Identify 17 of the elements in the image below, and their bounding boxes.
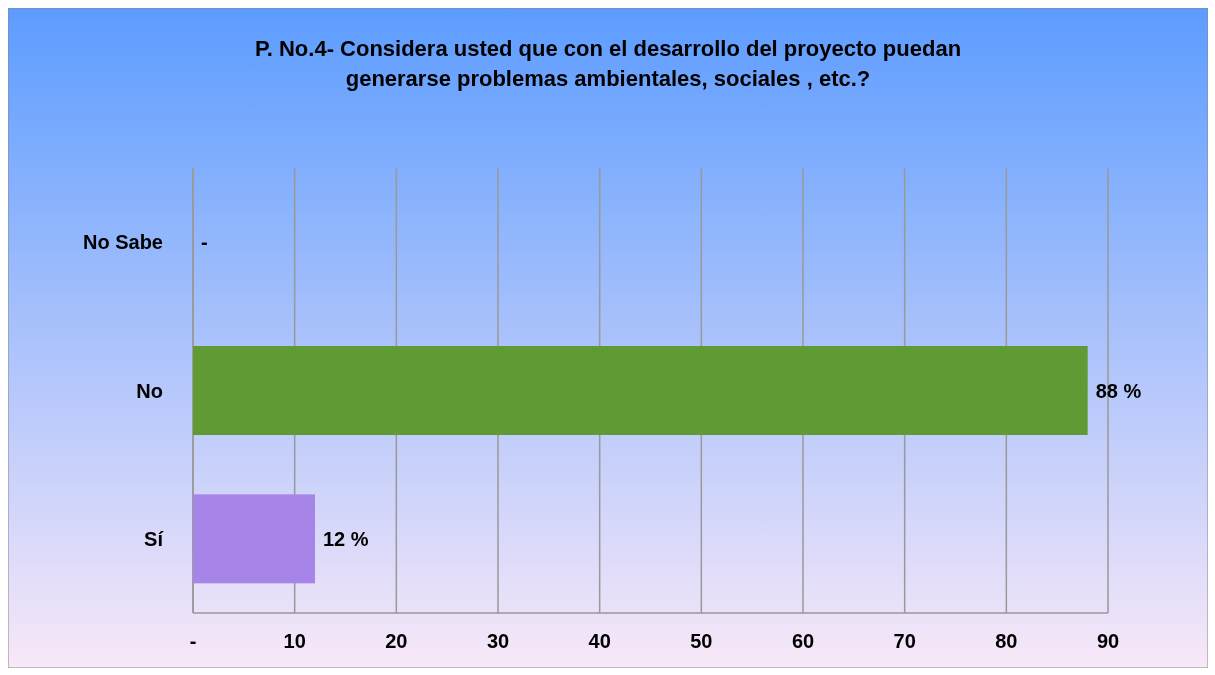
data-label: - [201,231,208,254]
y-tick-label: No [136,379,163,402]
x-tick-label: 40 [588,630,611,652]
x-tick-label: 10 [283,630,306,652]
data-label: 12 % [323,527,369,550]
data-label: 88 % [1095,379,1142,402]
chart-title: P. No.4- Considera usted que con el desarrollo del proyecto puedan generarse problemas ambientales, sociales , etc.? [254,36,962,91]
x-tick-label: 80 [995,630,1018,652]
x-tick-label: 30 [486,630,510,652]
x-tick-label: 20 [385,630,408,652]
y-tick-label: No Sabe [82,231,163,254]
x-tick-label: 90 [1096,630,1120,652]
x-tick-label: 60 [791,630,815,652]
x-tick-label: 70 [893,630,916,652]
x-tick-label: 50 [690,630,713,652]
y-tick-label: Sí [144,527,165,550]
x-tick-label: - [189,630,197,652]
